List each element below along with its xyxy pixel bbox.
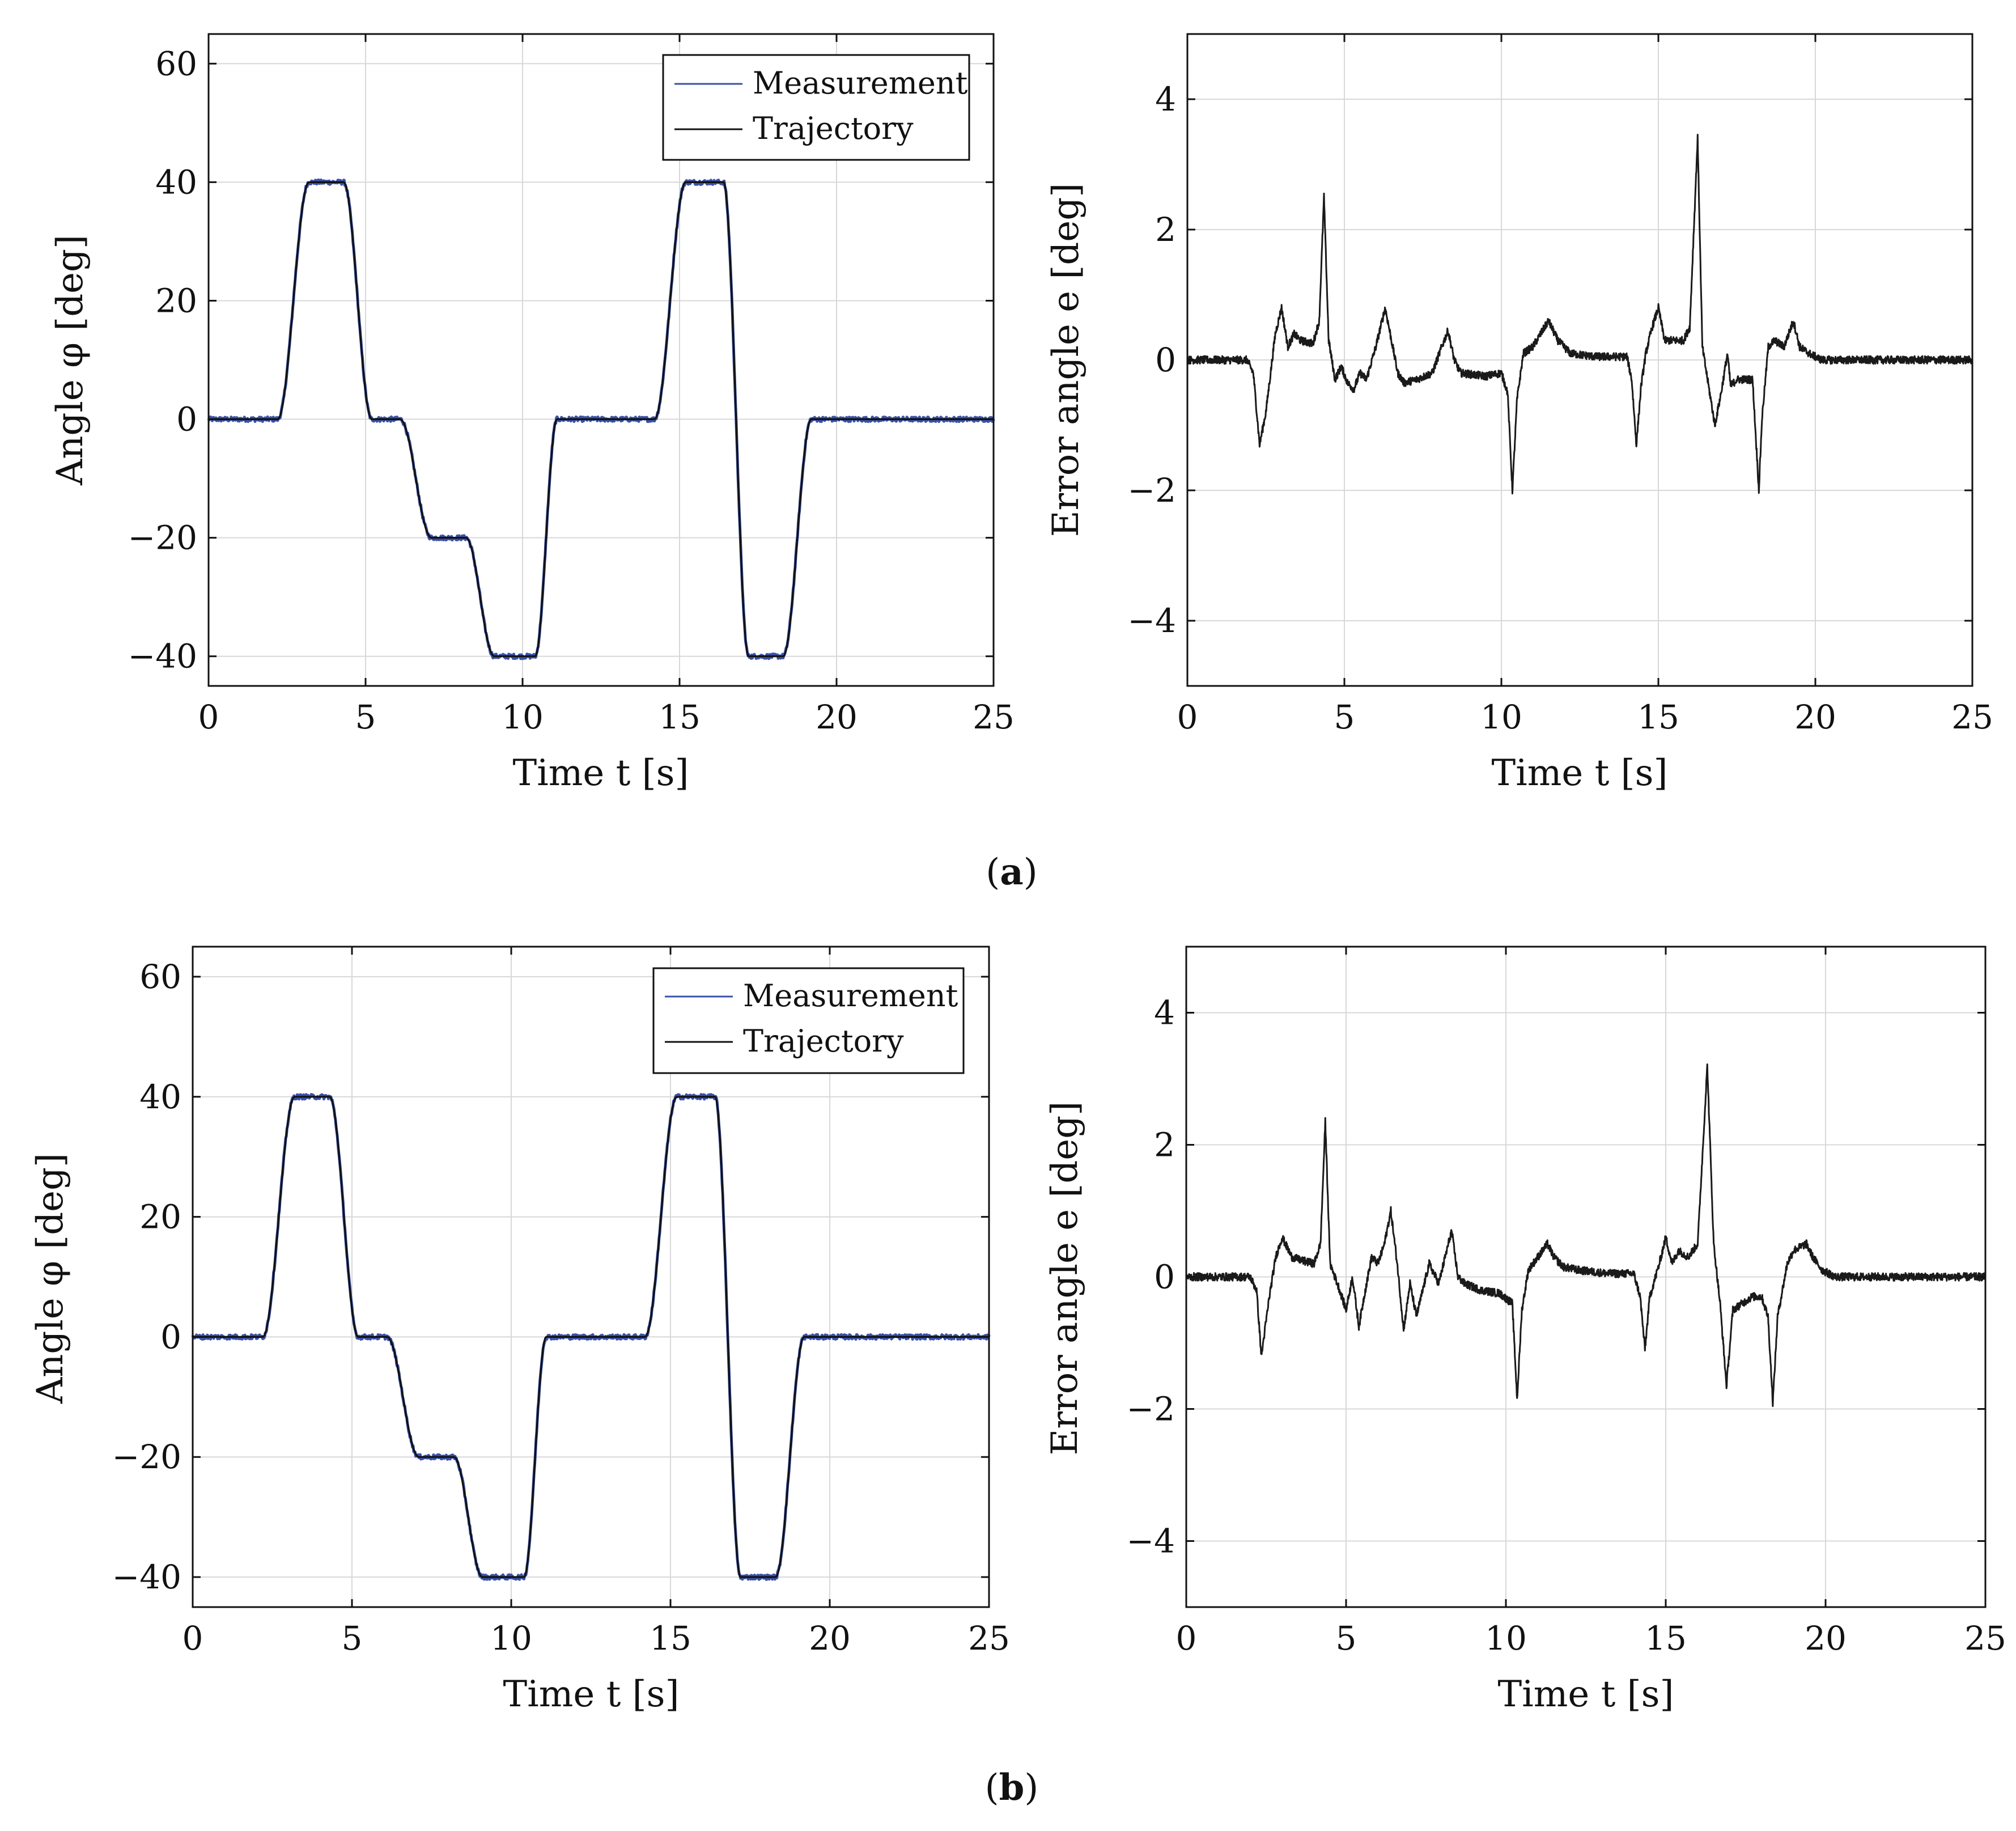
y-axis-title: Error angle e [deg] <box>1044 1101 1086 1455</box>
series-lines <box>1185 1063 1987 1407</box>
y-tick-label: 2 <box>1155 210 1176 249</box>
y-tick-label: −4 <box>1127 1522 1175 1561</box>
legend-measurement-label: Measurement <box>753 65 968 101</box>
y-axis-title: Angle φ [deg] <box>29 1153 71 1404</box>
y-tick-label: 40 <box>155 163 197 201</box>
x-axis-title: Time t [s] <box>513 752 689 794</box>
legend-trajectory-label: Trajectory <box>743 1023 904 1059</box>
series-lines <box>207 178 995 660</box>
chart-a-error: 0 5 10 15 20 25 −4 −2 0 2 4 Time t [s] Error angle… <box>1045 33 1993 794</box>
legend-measurement-label: Measurement <box>743 978 958 1014</box>
x-axis-title: Time t [s] <box>1498 1673 1674 1715</box>
legend-trajectory-label: Trajectory <box>753 111 914 146</box>
series-error-line <box>1186 134 1973 495</box>
x-tick-label: 0 <box>1177 698 1198 736</box>
x-tick-label: 25 <box>1951 698 1993 736</box>
y-tick-label: 0 <box>160 1317 181 1356</box>
x-tick-label: 20 <box>816 698 858 736</box>
y-tick-label: −2 <box>1127 1390 1175 1429</box>
y-tick-label: 4 <box>1154 994 1175 1032</box>
y-axis-title: Angle φ [deg] <box>49 235 91 486</box>
series-error-line <box>1185 1063 1987 1407</box>
x-tick-label: 5 <box>355 698 376 736</box>
x-tick-label: 10 <box>1480 698 1522 736</box>
x-tick-label: 20 <box>809 1619 851 1658</box>
caption-a-letter: a <box>1000 851 1023 893</box>
x-tick-label: 15 <box>1637 698 1679 736</box>
x-tick-label: 25 <box>1964 1619 2006 1658</box>
y-tick-label: 60 <box>139 957 181 996</box>
y-tick-label: 2 <box>1154 1126 1175 1164</box>
x-tick-label: 10 <box>490 1619 532 1658</box>
x-tick-label: 20 <box>1794 698 1836 736</box>
y-tick-label: 0 <box>176 400 197 439</box>
x-tick-label: 15 <box>650 1619 691 1658</box>
y-tick-label: 0 <box>1154 1258 1175 1296</box>
y-tick-label: −40 <box>128 637 197 676</box>
caption-a: (a) <box>986 851 1037 893</box>
x-tick-label: 15 <box>659 698 701 736</box>
caption-b: (b) <box>985 1766 1039 1809</box>
legend-box <box>662 54 970 161</box>
y-tick-label: −20 <box>128 519 197 557</box>
y-tick-label: 20 <box>155 281 197 320</box>
grid-lines <box>1186 947 1986 1607</box>
x-axis-title: Time t [s] <box>1492 752 1668 794</box>
x-tick-label: 0 <box>198 698 219 736</box>
x-tick-label: 25 <box>968 1619 1010 1658</box>
x-tick-label: 5 <box>342 1619 363 1658</box>
y-tick-label: 0 <box>1155 341 1176 379</box>
series-trajectory-line <box>208 181 994 658</box>
x-tick-label: 10 <box>1485 1619 1527 1658</box>
x-tick-label: 0 <box>182 1619 203 1658</box>
series-lines <box>1186 134 1973 495</box>
x-tick-label: 0 <box>1176 1619 1197 1658</box>
caption-b-letter: b <box>999 1766 1025 1809</box>
legend: Measurement Trajectory <box>652 967 965 1074</box>
x-tick-label: 20 <box>1805 1619 1847 1658</box>
x-tick-label: 5 <box>1334 698 1355 736</box>
y-tick-label: −20 <box>112 1438 181 1476</box>
chart-a-angle: 0 5 10 15 20 25 −40 −20 0 20 40 60 Time t [s] Angle… <box>49 33 1015 794</box>
series-lines <box>191 1093 991 1581</box>
y-tick-label: 20 <box>139 1198 181 1236</box>
y-tick-label: −2 <box>1128 471 1177 510</box>
x-tick-label: 10 <box>502 698 544 736</box>
legend: Measurement Trajectory <box>662 54 970 161</box>
axis-ticks: 0 5 10 15 20 25 −40 −20 0 20 40 60 <box>128 34 1015 736</box>
y-axis-title: Error angle e [deg] <box>1045 183 1087 537</box>
chart-b-angle: 0 5 10 15 20 25 −40 −20 0 20 40 60 Time t [s] Angle… <box>29 946 1010 1715</box>
y-tick-label: 4 <box>1155 80 1176 118</box>
x-tick-label: 5 <box>1336 1619 1357 1658</box>
y-tick-label: 40 <box>139 1078 181 1116</box>
axis-ticks: 0 5 10 15 20 25 −4 −2 0 2 4 <box>1128 34 1993 736</box>
plot-frame <box>207 33 995 687</box>
plot-frame <box>192 946 990 1608</box>
y-tick-label: −4 <box>1128 601 1177 640</box>
legend-box <box>652 967 965 1074</box>
x-tick-label: 25 <box>973 698 1015 736</box>
x-axis-title: Time t [s] <box>503 1673 680 1715</box>
series-trajectory-line <box>192 1096 990 1578</box>
y-tick-label: 60 <box>155 44 197 83</box>
chart-b-error: 0 5 10 15 20 25 −4 −2 0 2 4 Time t [s] Error angle… <box>1044 946 2006 1715</box>
axis-ticks: 0 5 10 15 20 25 −40 −20 0 20 40 60 <box>112 947 1010 1658</box>
x-tick-label: 15 <box>1645 1619 1687 1658</box>
y-tick-label: −40 <box>112 1558 181 1596</box>
axis-ticks: 0 5 10 15 20 25 −4 −2 0 2 4 <box>1127 947 2006 1658</box>
